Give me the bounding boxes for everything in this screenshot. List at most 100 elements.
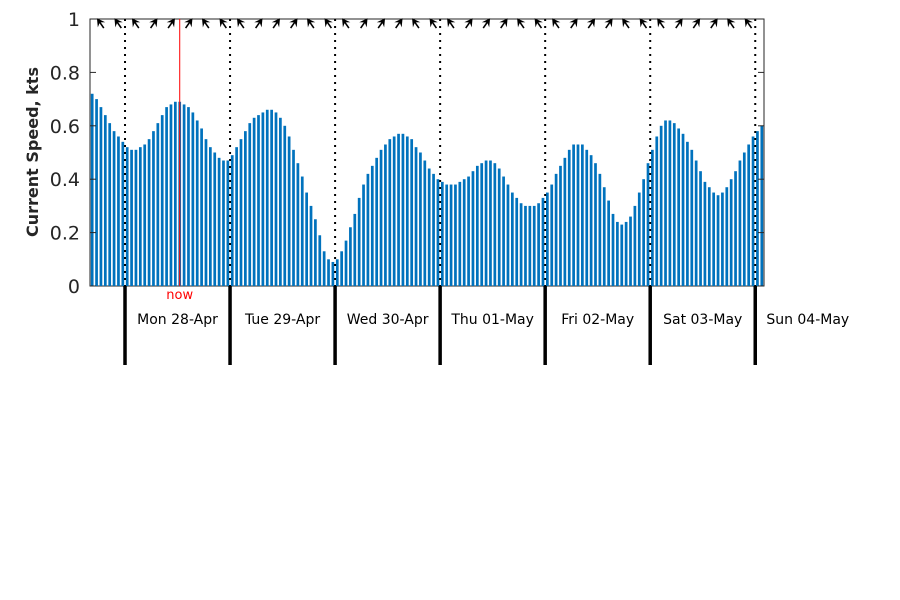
bar [681,133,685,286]
bar [620,224,624,286]
bar [322,251,326,286]
bar [655,136,659,286]
bar [738,160,742,286]
bar [751,136,755,286]
bar [611,213,615,286]
bar [524,205,527,286]
bar [331,261,335,286]
bar [515,197,519,286]
bar [239,139,243,286]
bar [397,133,400,286]
direction-arrow [552,18,561,29]
bar [300,176,304,286]
direction-arrow [359,18,368,29]
bar [467,176,470,286]
bar [510,192,514,286]
bar [169,104,173,286]
bar [546,192,549,286]
bar [270,109,273,286]
bar [327,259,330,286]
y-tick-label: 0.8 [50,62,80,84]
bar [633,205,637,286]
bar [130,149,133,286]
bar [756,131,759,286]
bar [99,107,103,286]
direction-arrow [271,18,281,29]
bar [672,123,676,286]
bar [410,139,414,286]
bar [217,157,221,286]
bar [725,187,729,286]
direction-arrow [394,18,403,29]
day-label: Tue 29-Apr [244,312,320,328]
bar [690,149,694,286]
bar [699,171,702,286]
bar [349,227,352,286]
bar [471,171,475,286]
bar [182,104,186,286]
bar [440,181,444,286]
direction-arrow [657,18,666,29]
bar [405,136,409,286]
bar [173,101,177,287]
bar [721,192,724,286]
bar [305,192,308,286]
direction-arrow [481,18,491,29]
bar [629,216,632,286]
bar [117,136,120,286]
bar [366,173,370,286]
bar [200,128,203,286]
direction-arrow [166,18,175,29]
bar [375,157,379,286]
bar [147,139,151,286]
bar [204,139,208,286]
bar [287,136,291,286]
bar [265,109,269,286]
direction-arrow [412,18,421,29]
bar [624,221,628,286]
day-label: Thu 01-May [450,312,534,328]
bar [462,179,466,286]
bar [502,176,505,286]
bar [646,163,650,286]
bar [572,144,575,286]
bar [703,181,707,286]
direction-arrow [219,18,228,29]
bar [252,117,256,286]
direction-arrow [727,18,736,29]
bar [550,184,554,286]
direction-arrow [534,18,543,29]
bar [484,160,488,286]
direction-arrow [429,18,438,29]
bar [296,163,300,286]
direction-arrow [236,18,246,29]
bar [165,107,168,286]
bar [729,179,733,286]
y-axis: 0 0.2 0.4 0.6 0.8 1 [50,9,764,298]
bar [519,203,523,286]
bar [191,112,195,286]
direction-arrow [691,18,701,29]
bar [427,168,431,286]
direction-arrow [674,18,683,29]
y-tick-label: 1 [68,9,80,31]
bar [274,112,278,286]
direction-arrow [639,18,648,29]
direction-arrow [709,18,718,29]
direction-arrow [604,18,613,29]
bar [664,120,667,287]
day-label: Fri 02-May [561,312,634,328]
now-label: now [166,288,193,303]
bar [121,141,125,286]
direction-arrow [289,18,298,29]
bar [642,179,645,286]
bar [318,235,322,286]
bar [226,160,230,286]
y-tick-label: 0.2 [50,223,80,245]
bar [432,173,435,286]
bar [283,125,287,286]
direction-arrows [96,18,753,29]
bar [388,139,392,286]
bar [125,147,129,286]
bar [230,155,234,286]
